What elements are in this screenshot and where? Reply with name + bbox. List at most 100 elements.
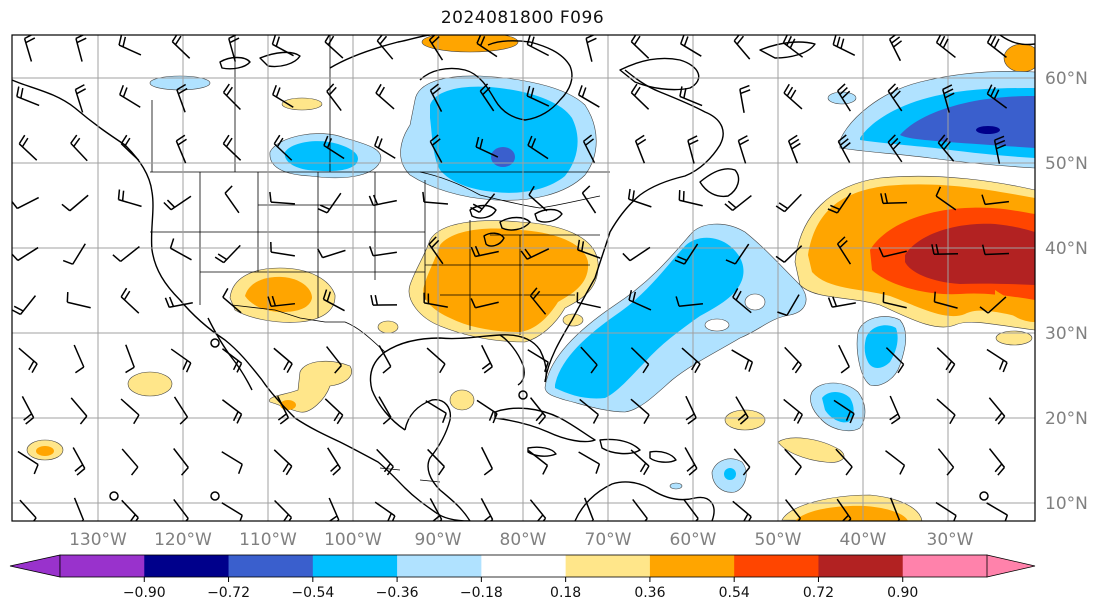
- wind-barb: [737, 135, 750, 164]
- wind-barb: [630, 35, 650, 59]
- wind-barb: [880, 193, 908, 205]
- wind-barb: [368, 194, 397, 207]
- wind-barb: [479, 83, 495, 112]
- wind-barb: [176, 83, 188, 113]
- wind-barb: [470, 245, 499, 258]
- wind-barb: [836, 236, 852, 265]
- lat-label-50n: 50°N: [1045, 154, 1088, 174]
- positive-anomaly-pacific: [127, 371, 173, 397]
- wind-barb: [520, 248, 550, 260]
- wind-barb: [526, 85, 550, 107]
- lon-label-70w: 70°W: [585, 530, 632, 550]
- wind-barb: [170, 348, 192, 373]
- wind-barb: [74, 84, 87, 113]
- negative-anomaly-hudson-bay-mid: [430, 86, 578, 193]
- wind-barb: [370, 294, 398, 306]
- wind-barb: [75, 35, 87, 62]
- wind-barb: [986, 84, 1008, 109]
- wind-barb: [175, 134, 187, 164]
- negative-anomaly-east-atlantic-core: [864, 325, 898, 368]
- colorbar-tick-label: 0.36: [634, 585, 665, 601]
- wind-barb: [323, 135, 345, 160]
- negative-anomaly-hudson-bay-core: [491, 147, 515, 167]
- wind-barb: [579, 398, 599, 424]
- wind-barb: [784, 499, 802, 521]
- positive-anomaly-east-atlantic-peak: [905, 223, 1035, 285]
- lon-label-90w: 90°W: [415, 530, 462, 550]
- positive-anomaly-atlantic-small-2: [995, 330, 1033, 346]
- negative-anomaly-atlantic-hole-2: [704, 318, 730, 332]
- wind-barb: [882, 292, 907, 309]
- wind-barb: [23, 35, 36, 62]
- wind-barb: [979, 296, 1007, 314]
- lon-label-60w: 60°W: [670, 530, 717, 550]
- wind-barb: [942, 84, 955, 113]
- map-title: 2024081800 F096: [440, 8, 605, 28]
- wind-barb: [273, 134, 293, 161]
- wind-barb: [221, 451, 243, 475]
- wind-barb: [378, 396, 392, 425]
- wind-barb: [993, 135, 1007, 164]
- wind-barb: [986, 502, 1009, 521]
- wind-barb: [578, 451, 601, 474]
- wind-barb: [888, 35, 903, 62]
- lon-label-80w: 80°W: [500, 530, 547, 550]
- lat-label-60n: 60°N: [1045, 69, 1088, 89]
- lon-label-50w: 50°W: [755, 530, 802, 550]
- wind-barb: [988, 448, 1006, 476]
- colorbar: −0.90 −0.72 −0.54 −0.36 −0.18 0.18 0.36 0.54 0.7…: [9, 554, 1036, 601]
- lon-label-120w: 120°W: [154, 530, 212, 550]
- wind-barb: [835, 448, 853, 476]
- wind-barb: [628, 290, 652, 311]
- wind-barb: [580, 346, 598, 374]
- positive-anomaly-carolina: [562, 313, 584, 327]
- wind-barb: [529, 287, 547, 315]
- colorbar-segment: [397, 555, 482, 577]
- wind-barb: [222, 134, 242, 161]
- negative-anomaly-canada-west-core: [284, 141, 358, 172]
- wind-barb: [889, 395, 901, 425]
- wind-barb: [634, 134, 647, 164]
- wind-barb: [889, 497, 901, 521]
- wind-barb: [735, 396, 749, 425]
- colorbar-tick-label: 0.54: [719, 585, 750, 601]
- negative-anomaly-north-atlantic-core: [976, 126, 1000, 134]
- positive-anomaly-atlantic-band: [777, 437, 845, 463]
- wind-barb: [731, 349, 754, 372]
- wind-barb: [322, 289, 345, 312]
- wind-barb: [369, 245, 397, 257]
- wind-barb: [18, 134, 38, 161]
- wind-barb: [988, 397, 1006, 425]
- wind-barb: [428, 236, 444, 265]
- wind-barb: [725, 243, 750, 265]
- positive-anomaly-hudson-top: [421, 35, 519, 53]
- colorbar-segment: [565, 555, 651, 577]
- colorbar-tick-label: −0.18: [460, 585, 503, 601]
- wind-barb: [21, 396, 35, 425]
- wind-barb: [581, 185, 597, 214]
- wind-barb: [837, 134, 851, 163]
- wind-barb: [422, 191, 449, 205]
- wind-barb: [783, 398, 803, 424]
- wind-barb: [724, 194, 752, 212]
- wind-barb: [169, 238, 192, 261]
- wind-barb: [317, 192, 342, 214]
- wind-barb: [376, 448, 394, 476]
- lon-label-100w: 100°W: [324, 530, 382, 550]
- wind-barb: [171, 35, 191, 59]
- wind-barb: [936, 398, 956, 425]
- wind-barb: [475, 136, 499, 158]
- wind-barb: [833, 399, 855, 424]
- colorbar-segment: [818, 555, 904, 577]
- lon-label-130w: 130°W: [69, 530, 127, 550]
- wind-barb: [16, 86, 40, 107]
- wind-barb: [273, 347, 293, 373]
- wind-barb: [120, 398, 140, 425]
- wind-barb: [470, 193, 496, 213]
- wind-barb: [326, 83, 342, 112]
- negative-anomaly-central-atlantic-core: [555, 237, 744, 399]
- wind-barb: [121, 499, 139, 521]
- lat-label-20n: 20°N: [1045, 409, 1088, 429]
- wind-barb: [679, 86, 703, 107]
- colorbar-segment: [734, 555, 819, 577]
